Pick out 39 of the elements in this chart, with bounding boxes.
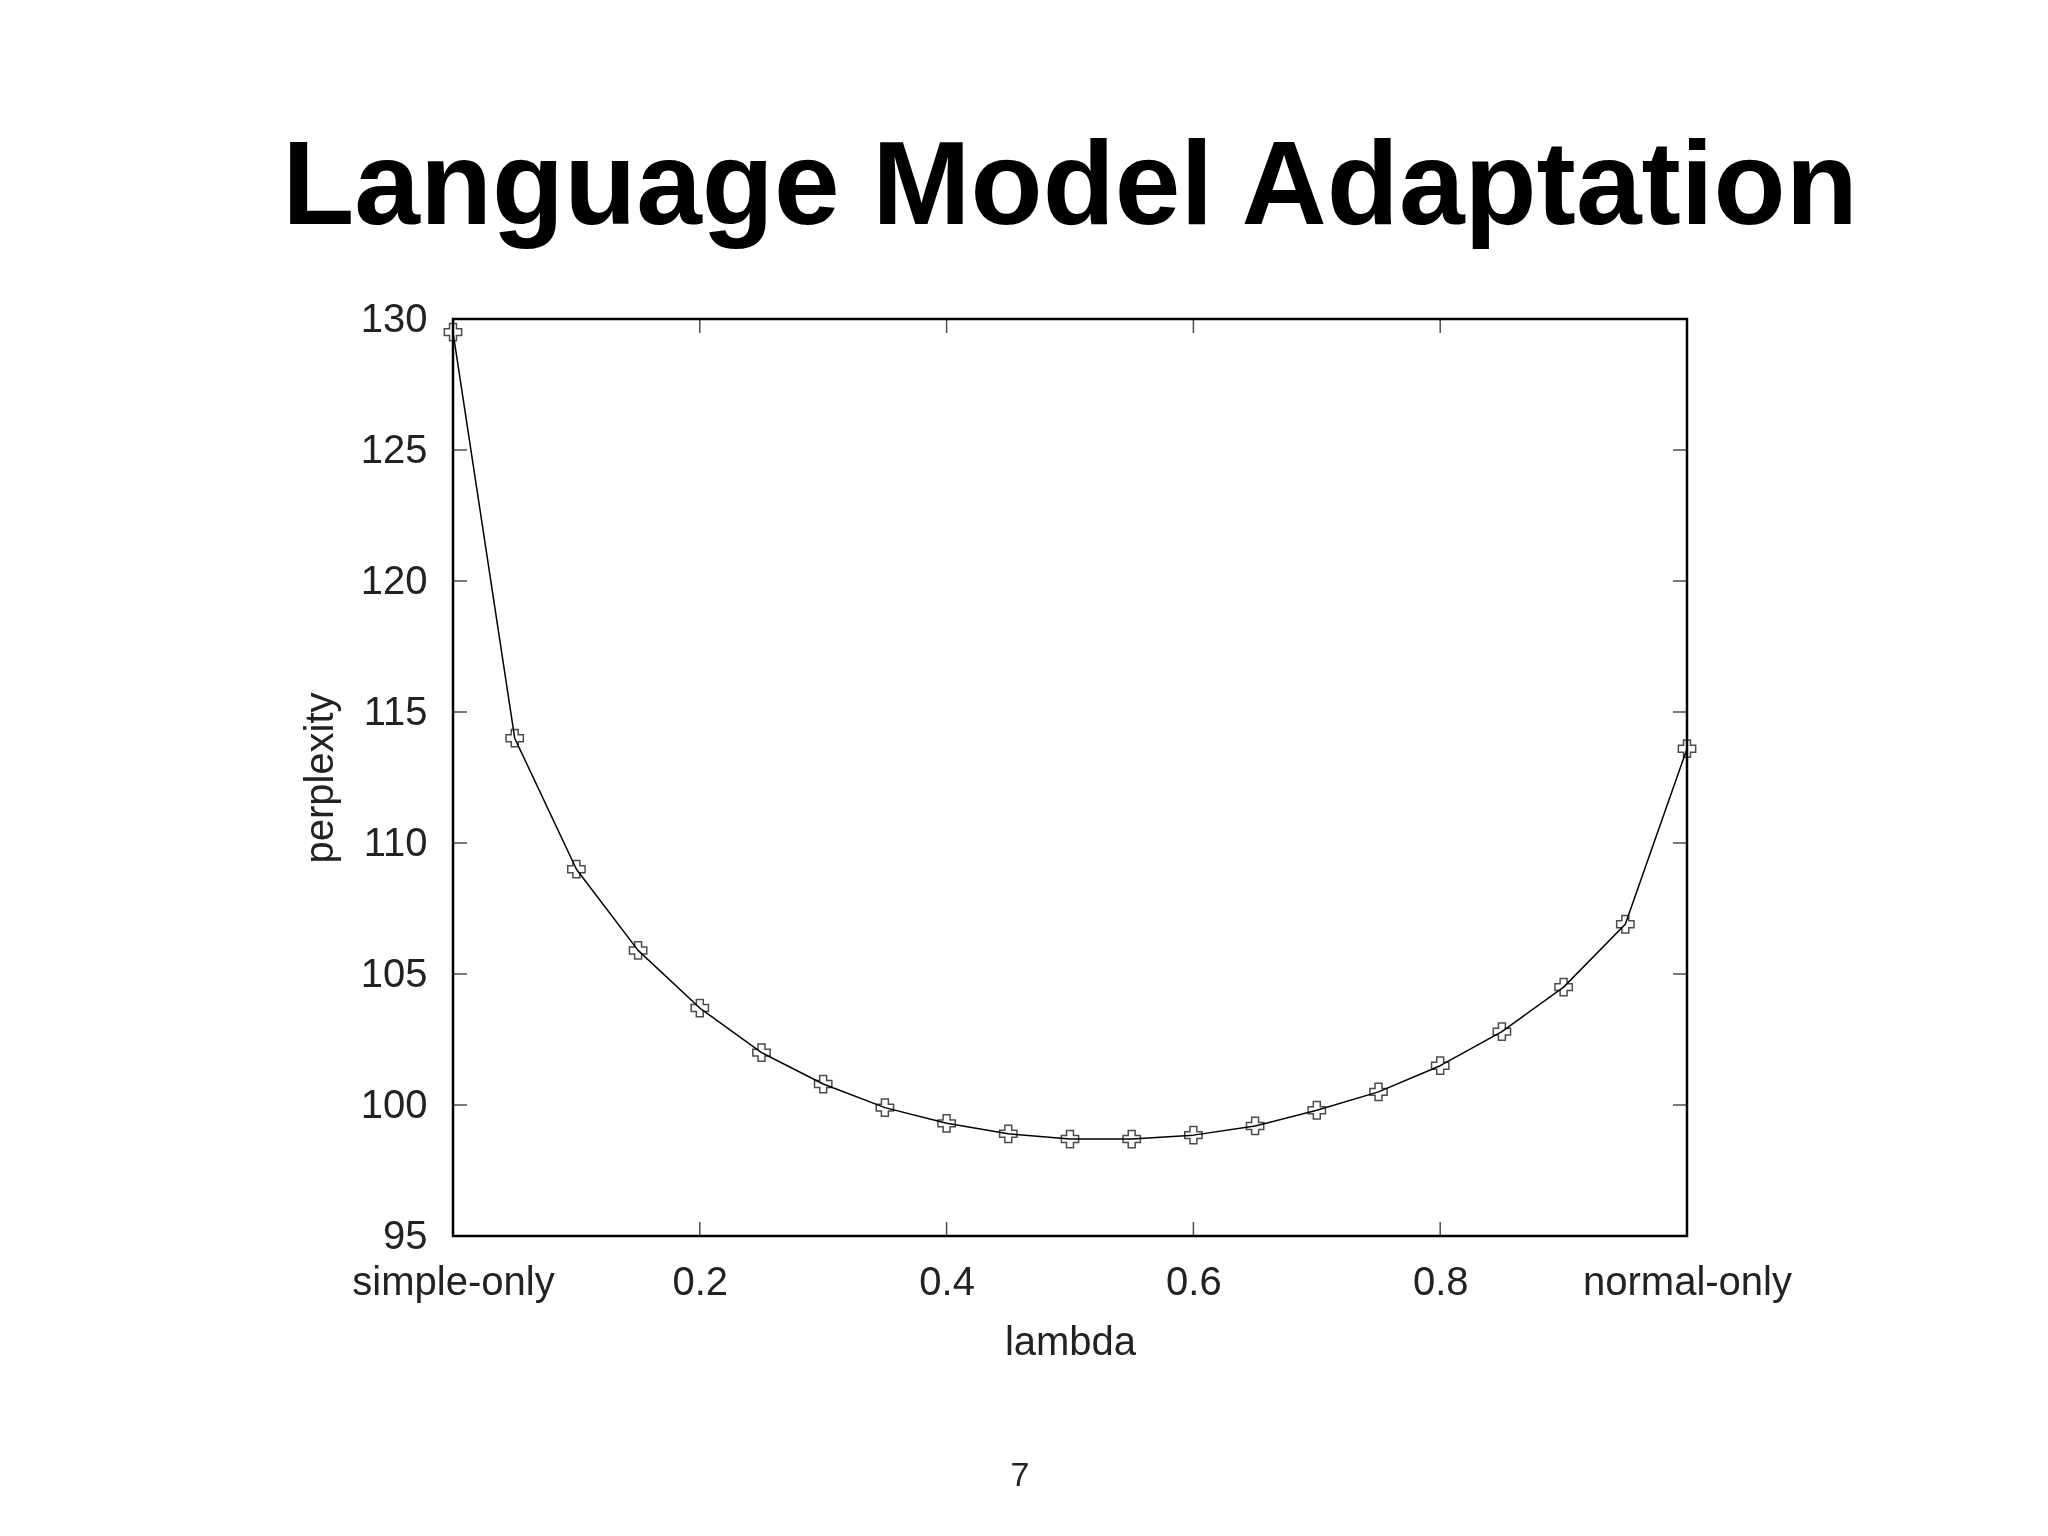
point (443, 322, 463, 342)
point (1307, 1100, 1327, 1120)
point (566, 859, 586, 879)
x-tick-label: 0.4 (919, 1258, 975, 1303)
point (1183, 1125, 1203, 1145)
point (1430, 1056, 1450, 1076)
point (1369, 1082, 1388, 1102)
point (505, 728, 525, 748)
y-tick-label: 115 (363, 688, 428, 733)
point (690, 998, 710, 1018)
y-tick-label: 105 (360, 950, 428, 995)
point (1245, 1116, 1265, 1136)
y-tick-label: 120 (360, 557, 428, 602)
x-tick-label: normal-only (1583, 1258, 1792, 1303)
point (1615, 914, 1635, 934)
text: 7 (1010, 1455, 1030, 1493)
point (998, 1124, 1018, 1144)
x-axis-title: lambda (1004, 1318, 1137, 1363)
point (937, 1113, 957, 1133)
chart-title: Language Model Adaptation (282, 117, 1858, 249)
point (1492, 1022, 1512, 1042)
y-tick-label: 95 (383, 1212, 428, 1257)
y-tick-label: 100 (360, 1081, 428, 1126)
point (1122, 1129, 1142, 1149)
point (1677, 739, 1697, 759)
x-tick-label: 0.2 (672, 1258, 729, 1303)
x-tick-label: 0.8 (1412, 1258, 1469, 1303)
x-tick-label: simple-only (352, 1258, 555, 1303)
point (752, 1043, 771, 1063)
point (813, 1074, 833, 1094)
y-axis-title: perplexity (296, 692, 341, 864)
point (1060, 1129, 1080, 1149)
x-tick-label: 0.6 (1166, 1258, 1222, 1303)
y-tick-label: 110 (363, 819, 428, 864)
point (1554, 977, 1574, 997)
point (628, 941, 648, 960)
y-tick-label: 130 (360, 295, 428, 340)
y-tick-label: 125 (360, 426, 428, 471)
point (875, 1098, 895, 1118)
